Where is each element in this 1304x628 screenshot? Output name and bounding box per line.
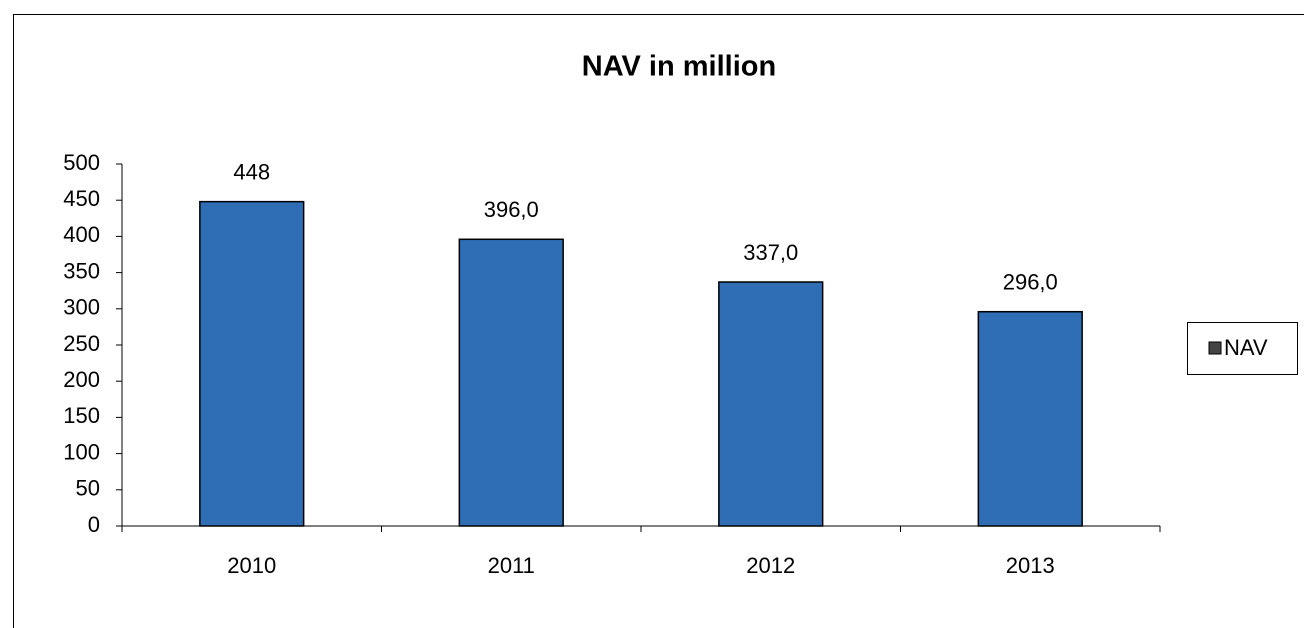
legend-box (1187, 322, 1298, 375)
value-label: 296,0 (1003, 270, 1058, 295)
value-label: 448 (233, 159, 270, 184)
x-tick-label: 2012 (746, 553, 795, 578)
bar (199, 200, 305, 527)
legend-label: NAV (1224, 335, 1268, 360)
x-tick-label: 2011 (488, 553, 535, 578)
y-tick-label: 200 (63, 367, 100, 392)
bar (718, 281, 824, 527)
value-label: 396,0 (484, 197, 539, 222)
y-tick-label: 350 (63, 258, 100, 283)
y-tick-label: 500 (63, 150, 100, 175)
y-tick-label: 300 (63, 295, 100, 320)
y-tick-label: 150 (63, 403, 100, 428)
value-label: 337,0 (743, 240, 798, 265)
y-tick-label: 400 (63, 222, 100, 247)
x-tick-label: 2010 (227, 553, 276, 578)
x-tick-label: 2013 (1006, 553, 1055, 578)
legend-swatch (1208, 341, 1222, 355)
y-tick-label: 0 (88, 512, 100, 537)
y-tick-label: 250 (63, 331, 100, 356)
bar (458, 238, 564, 527)
chart-title: NAV in million (582, 51, 776, 83)
y-tick-label: 50 (76, 476, 100, 501)
bar (977, 310, 1083, 527)
y-tick-label: 450 (63, 186, 100, 211)
y-tick-label: 100 (63, 439, 100, 464)
